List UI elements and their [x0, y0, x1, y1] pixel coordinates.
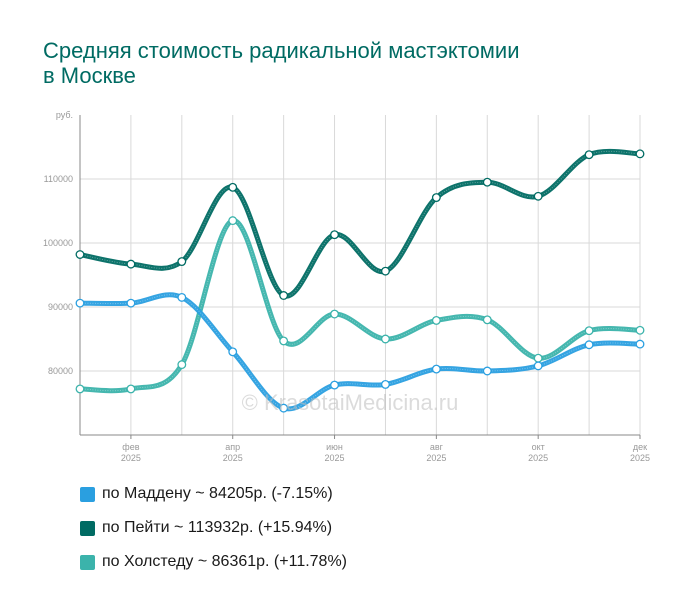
- series-line-halsted: [77, 218, 643, 394]
- chart-title: Средняя стоимость радикальной мастэктоми…: [43, 38, 643, 88]
- x-tick-label-year: 2025: [426, 453, 446, 463]
- y-tick-label: 100000: [43, 238, 73, 248]
- chart-title-line-2: в Москве: [43, 63, 136, 88]
- x-tick-label-year: 2025: [528, 453, 548, 463]
- data-point-halsted: [279, 336, 289, 346]
- data-point-patey: [75, 250, 85, 259]
- legend-label-patey: по Пейти ~ 113932р. (+15.94%): [102, 519, 333, 536]
- legend-item-madden[interactable]: по Маддену ~ 84205р. (-7.15%): [80, 484, 580, 504]
- data-point-patey: [431, 193, 441, 203]
- data-point-halsted: [330, 309, 339, 319]
- data-point-madden: [381, 379, 390, 389]
- chart-title-line-1: Средняя стоимость радикальной мастэктоми…: [43, 38, 520, 63]
- data-point-patey: [584, 150, 594, 160]
- x-tick-label-year: 2025: [325, 453, 345, 463]
- legend-item-patey[interactable]: по Пейти ~ 113932р. (+15.94%): [80, 518, 580, 538]
- y-tick-label: 80000: [48, 366, 73, 376]
- data-point-patey: [635, 149, 645, 159]
- x-tick-label-month: авг: [430, 442, 444, 452]
- legend-swatch-madden: [80, 487, 95, 502]
- data-point-halsted: [584, 326, 594, 336]
- data-point-patey: [177, 257, 187, 267]
- legend-label-halsted: по Холстеду ~ 86361р. (+11.78%): [102, 553, 348, 570]
- legend-label-madden: по Маддену ~ 84205р. (-7.15%): [102, 485, 333, 502]
- x-tick-label-year: 2025: [121, 453, 141, 463]
- series-line-texture-halsted: [79, 220, 641, 392]
- y-tick-label: 90000: [48, 302, 73, 312]
- data-point-patey: [228, 182, 238, 192]
- y-axis-unit-label: руб.: [56, 110, 73, 120]
- data-point-halsted: [381, 334, 390, 344]
- data-point-madden: [482, 366, 492, 376]
- x-tick-label-month: фев: [122, 442, 139, 452]
- data-point-patey: [330, 230, 339, 240]
- x-tick-label-month: дек: [633, 442, 647, 452]
- data-point-madden: [75, 298, 85, 308]
- legend-swatch-patey: [80, 521, 95, 536]
- data-point-patey: [126, 259, 136, 269]
- x-tick-label-month: апр: [225, 442, 240, 452]
- x-tick-label-month: июн: [326, 442, 343, 452]
- data-point-halsted: [635, 325, 645, 335]
- x-tick-label-year: 2025: [630, 453, 650, 463]
- data-point-madden: [533, 361, 543, 371]
- legend-item-halsted[interactable]: по Холстеду ~ 86361р. (+11.78%): [80, 552, 580, 572]
- data-point-madden: [279, 403, 289, 413]
- data-point-patey: [533, 191, 543, 201]
- data-point-halsted: [482, 315, 492, 325]
- data-point-madden: [635, 339, 645, 349]
- data-point-patey: [279, 291, 289, 300]
- series-line-texture-madden: [79, 294, 641, 410]
- data-point-halsted: [228, 216, 238, 226]
- data-point-halsted: [177, 360, 187, 370]
- data-point-halsted: [75, 384, 85, 394]
- data-point-halsted: [533, 353, 543, 363]
- x-tick-label-year: 2025: [223, 453, 243, 463]
- data-point-halsted: [126, 384, 136, 394]
- data-point-patey: [482, 177, 492, 187]
- data-point-madden: [177, 292, 187, 302]
- data-point-patey: [381, 266, 390, 276]
- series-line-texture-patey: [79, 150, 641, 297]
- data-point-madden: [228, 347, 238, 357]
- data-point-madden: [431, 364, 441, 374]
- y-tick-label: 110000: [44, 174, 73, 184]
- series-line-patey: [77, 148, 643, 299]
- legend-swatch-halsted: [80, 555, 95, 570]
- data-point-madden: [584, 340, 594, 350]
- data-point-madden: [330, 380, 339, 390]
- data-point-madden: [126, 298, 136, 308]
- data-point-halsted: [431, 315, 441, 325]
- x-tick-label-month: окт: [532, 442, 545, 452]
